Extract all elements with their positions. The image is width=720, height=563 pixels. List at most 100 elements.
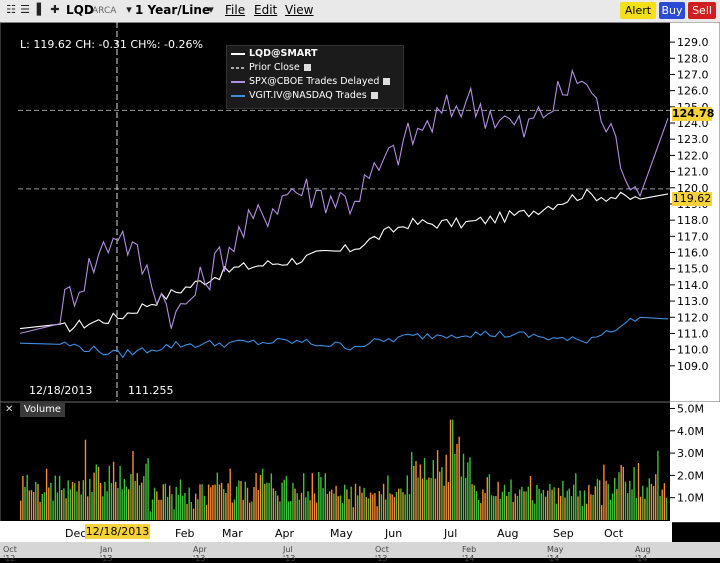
chevron-down-icon[interactable]: ▾ — [126, 3, 132, 16]
volume-bar — [519, 489, 521, 520]
volume-bar — [652, 486, 655, 520]
dashed-level-tag: 124.78 — [672, 107, 715, 121]
volume-bar — [249, 502, 251, 520]
series-line-vgit — [19, 316, 669, 359]
volume-bar — [363, 487, 365, 520]
buy-button[interactable]: Buy — [659, 2, 685, 19]
volume-bar — [415, 461, 417, 520]
volume-bar — [205, 504, 208, 520]
volume-bar — [385, 499, 387, 520]
menu-edit[interactable]: Edit — [254, 3, 278, 17]
scroll-label: May '14 — [547, 545, 564, 563]
symbol-label[interactable]: LQD — [66, 3, 94, 17]
chart-legend[interactable]: LQD@SMART Prior Close SPX@CBOE Trades De… — [226, 45, 404, 109]
y-tick-label: 113.0 — [677, 295, 709, 308]
volume-bar — [134, 480, 136, 520]
period-selector[interactable]: 1 Year/Line — [135, 3, 211, 17]
volume-bar — [639, 496, 642, 520]
menu-file[interactable]: File — [225, 3, 246, 17]
volume-bar — [106, 491, 108, 520]
volume-bar — [346, 489, 348, 520]
checkbox-icon[interactable] — [370, 92, 378, 99]
volume-bar — [428, 477, 430, 520]
volume-bar — [186, 504, 188, 520]
volume-bar — [344, 484, 346, 520]
volume-bar — [287, 501, 290, 520]
volume-bar — [162, 484, 164, 520]
volume-bar — [564, 497, 566, 520]
volume-bar — [71, 481, 74, 520]
volume-bar — [259, 474, 262, 520]
volume-bar — [253, 487, 255, 520]
crosshair-icon[interactable]: ✚ — [50, 3, 60, 16]
add-study-icon[interactable]: ☰ — [20, 3, 30, 16]
volume-bar — [179, 479, 182, 520]
volume-bar — [65, 498, 67, 520]
volume-bar — [512, 501, 514, 520]
volume-bar — [354, 483, 357, 520]
volume-bar — [333, 493, 335, 520]
volume-bar — [95, 464, 97, 520]
checkbox-icon[interactable] — [383, 78, 391, 85]
volume-bar — [523, 491, 525, 520]
volume-axis-bg — [670, 402, 720, 522]
volume-bar — [274, 491, 277, 520]
time-scrollbar[interactable] — [0, 542, 720, 558]
volume-bar — [331, 489, 333, 520]
volume-bar — [115, 481, 117, 520]
volume-bar — [389, 493, 391, 520]
volume-bar — [596, 478, 599, 520]
volume-axis: 1.0M 2.0M 3.0M 4.0M 5.0M — [670, 402, 720, 522]
menu-view[interactable]: View — [285, 3, 314, 17]
volume-bar — [298, 499, 300, 520]
volume-bar — [175, 486, 177, 520]
volume-bar — [544, 496, 547, 520]
volume-tick-label: 3.0M — [677, 447, 704, 460]
volume-bar — [266, 482, 268, 520]
legend-item-prior-close[interactable]: Prior Close — [231, 61, 311, 75]
volume-bar — [471, 484, 473, 520]
volume-bars — [0, 401, 720, 523]
volume-bar — [277, 495, 279, 520]
volume-bar — [501, 491, 504, 520]
checkbox-icon[interactable] — [303, 64, 311, 71]
volume-bar — [169, 485, 171, 520]
volume-bar — [138, 485, 141, 520]
close-icon[interactable]: ✕ — [5, 404, 14, 415]
sell-button[interactable]: Sell — [688, 2, 716, 19]
volume-bar — [125, 486, 128, 520]
y-tick-label: 126.0 — [677, 85, 709, 98]
chevron-down-icon[interactable]: ▾ — [208, 3, 214, 16]
volume-bar — [581, 505, 583, 520]
volume-bar — [207, 484, 210, 520]
vgit-swatch — [231, 94, 245, 97]
bars-icon[interactable]: ▌ — [36, 3, 46, 16]
volume-bar — [173, 509, 175, 520]
volume-bar — [421, 478, 424, 520]
legend-item-spx[interactable]: SPX@CBOE Trades Delayed — [231, 75, 391, 89]
link-icon[interactable]: ☷ — [6, 3, 16, 16]
volume-bar — [97, 466, 100, 520]
legend-item-vgit[interactable]: VGIT.IV@NASDAQ Trades — [231, 89, 378, 103]
volume-bar — [30, 490, 33, 520]
volume-bar — [609, 499, 612, 520]
price-chart[interactable]: 109.0 110.0 111.0 112.0 113.0 114.0 115.0 116.0… — [0, 22, 720, 542]
volume-bar — [84, 439, 87, 520]
volume-bar — [400, 488, 402, 520]
volume-bar — [20, 500, 22, 520]
volume-bar — [542, 489, 545, 520]
volume-bar — [551, 489, 553, 520]
volume-bar — [246, 487, 249, 520]
volume-bar — [261, 468, 264, 520]
alert-button[interactable]: Alert — [620, 2, 656, 19]
volume-bar — [210, 487, 212, 520]
volume-bar — [220, 482, 223, 520]
volume-bar — [594, 486, 596, 520]
volume-bar — [588, 484, 590, 520]
volume-bar — [45, 468, 48, 520]
legend-item-lqd[interactable]: LQD@SMART — [231, 47, 318, 61]
volume-bar — [592, 494, 594, 520]
volume-bar — [413, 465, 415, 520]
y-tick-label: 128.0 — [677, 52, 709, 65]
volume-bar — [93, 472, 95, 520]
